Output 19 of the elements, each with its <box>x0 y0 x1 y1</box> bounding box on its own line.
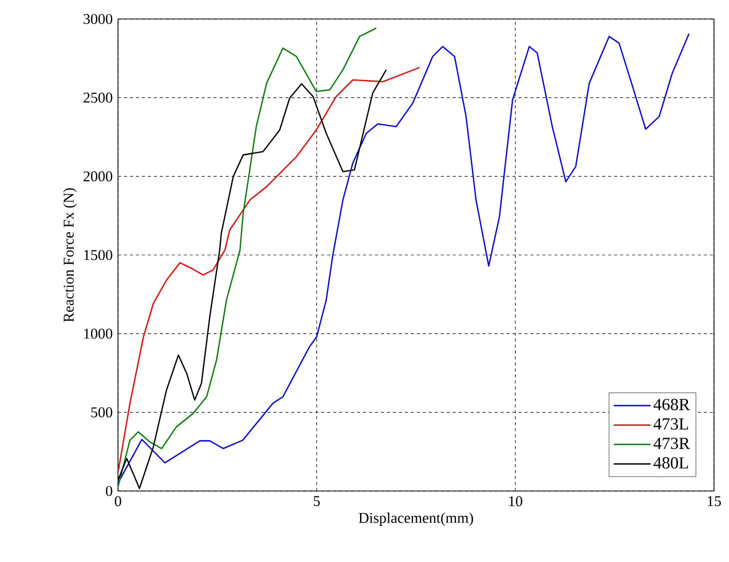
y-tick-label: 1000 <box>84 328 112 339</box>
legend-label: 473R <box>654 438 690 450</box>
y-tick-label: 2500 <box>84 92 112 103</box>
x-tick-label: 10 <box>509 496 522 506</box>
x-tick-label: 15 <box>708 496 721 506</box>
y-tick-label: 500 <box>91 407 112 418</box>
legend-label: 473L <box>654 418 688 430</box>
y-axis-title: Reaction Force Fx (N) <box>63 188 77 322</box>
y-tick-label: 0 <box>106 486 112 496</box>
legend-label: 468R <box>654 398 690 410</box>
y-tick-label: 1500 <box>84 250 112 260</box>
x-axis-title: Displacement(mm) <box>358 512 474 526</box>
line-series <box>118 33 690 484</box>
line-series <box>118 66 420 471</box>
y-tick-label: 2000 <box>84 171 112 182</box>
y-tick-label: 3000 <box>84 14 112 24</box>
x-tick-label: 5 <box>314 496 320 506</box>
legend-label: 480L <box>654 457 688 469</box>
x-tick-label: 0 <box>114 496 122 506</box>
